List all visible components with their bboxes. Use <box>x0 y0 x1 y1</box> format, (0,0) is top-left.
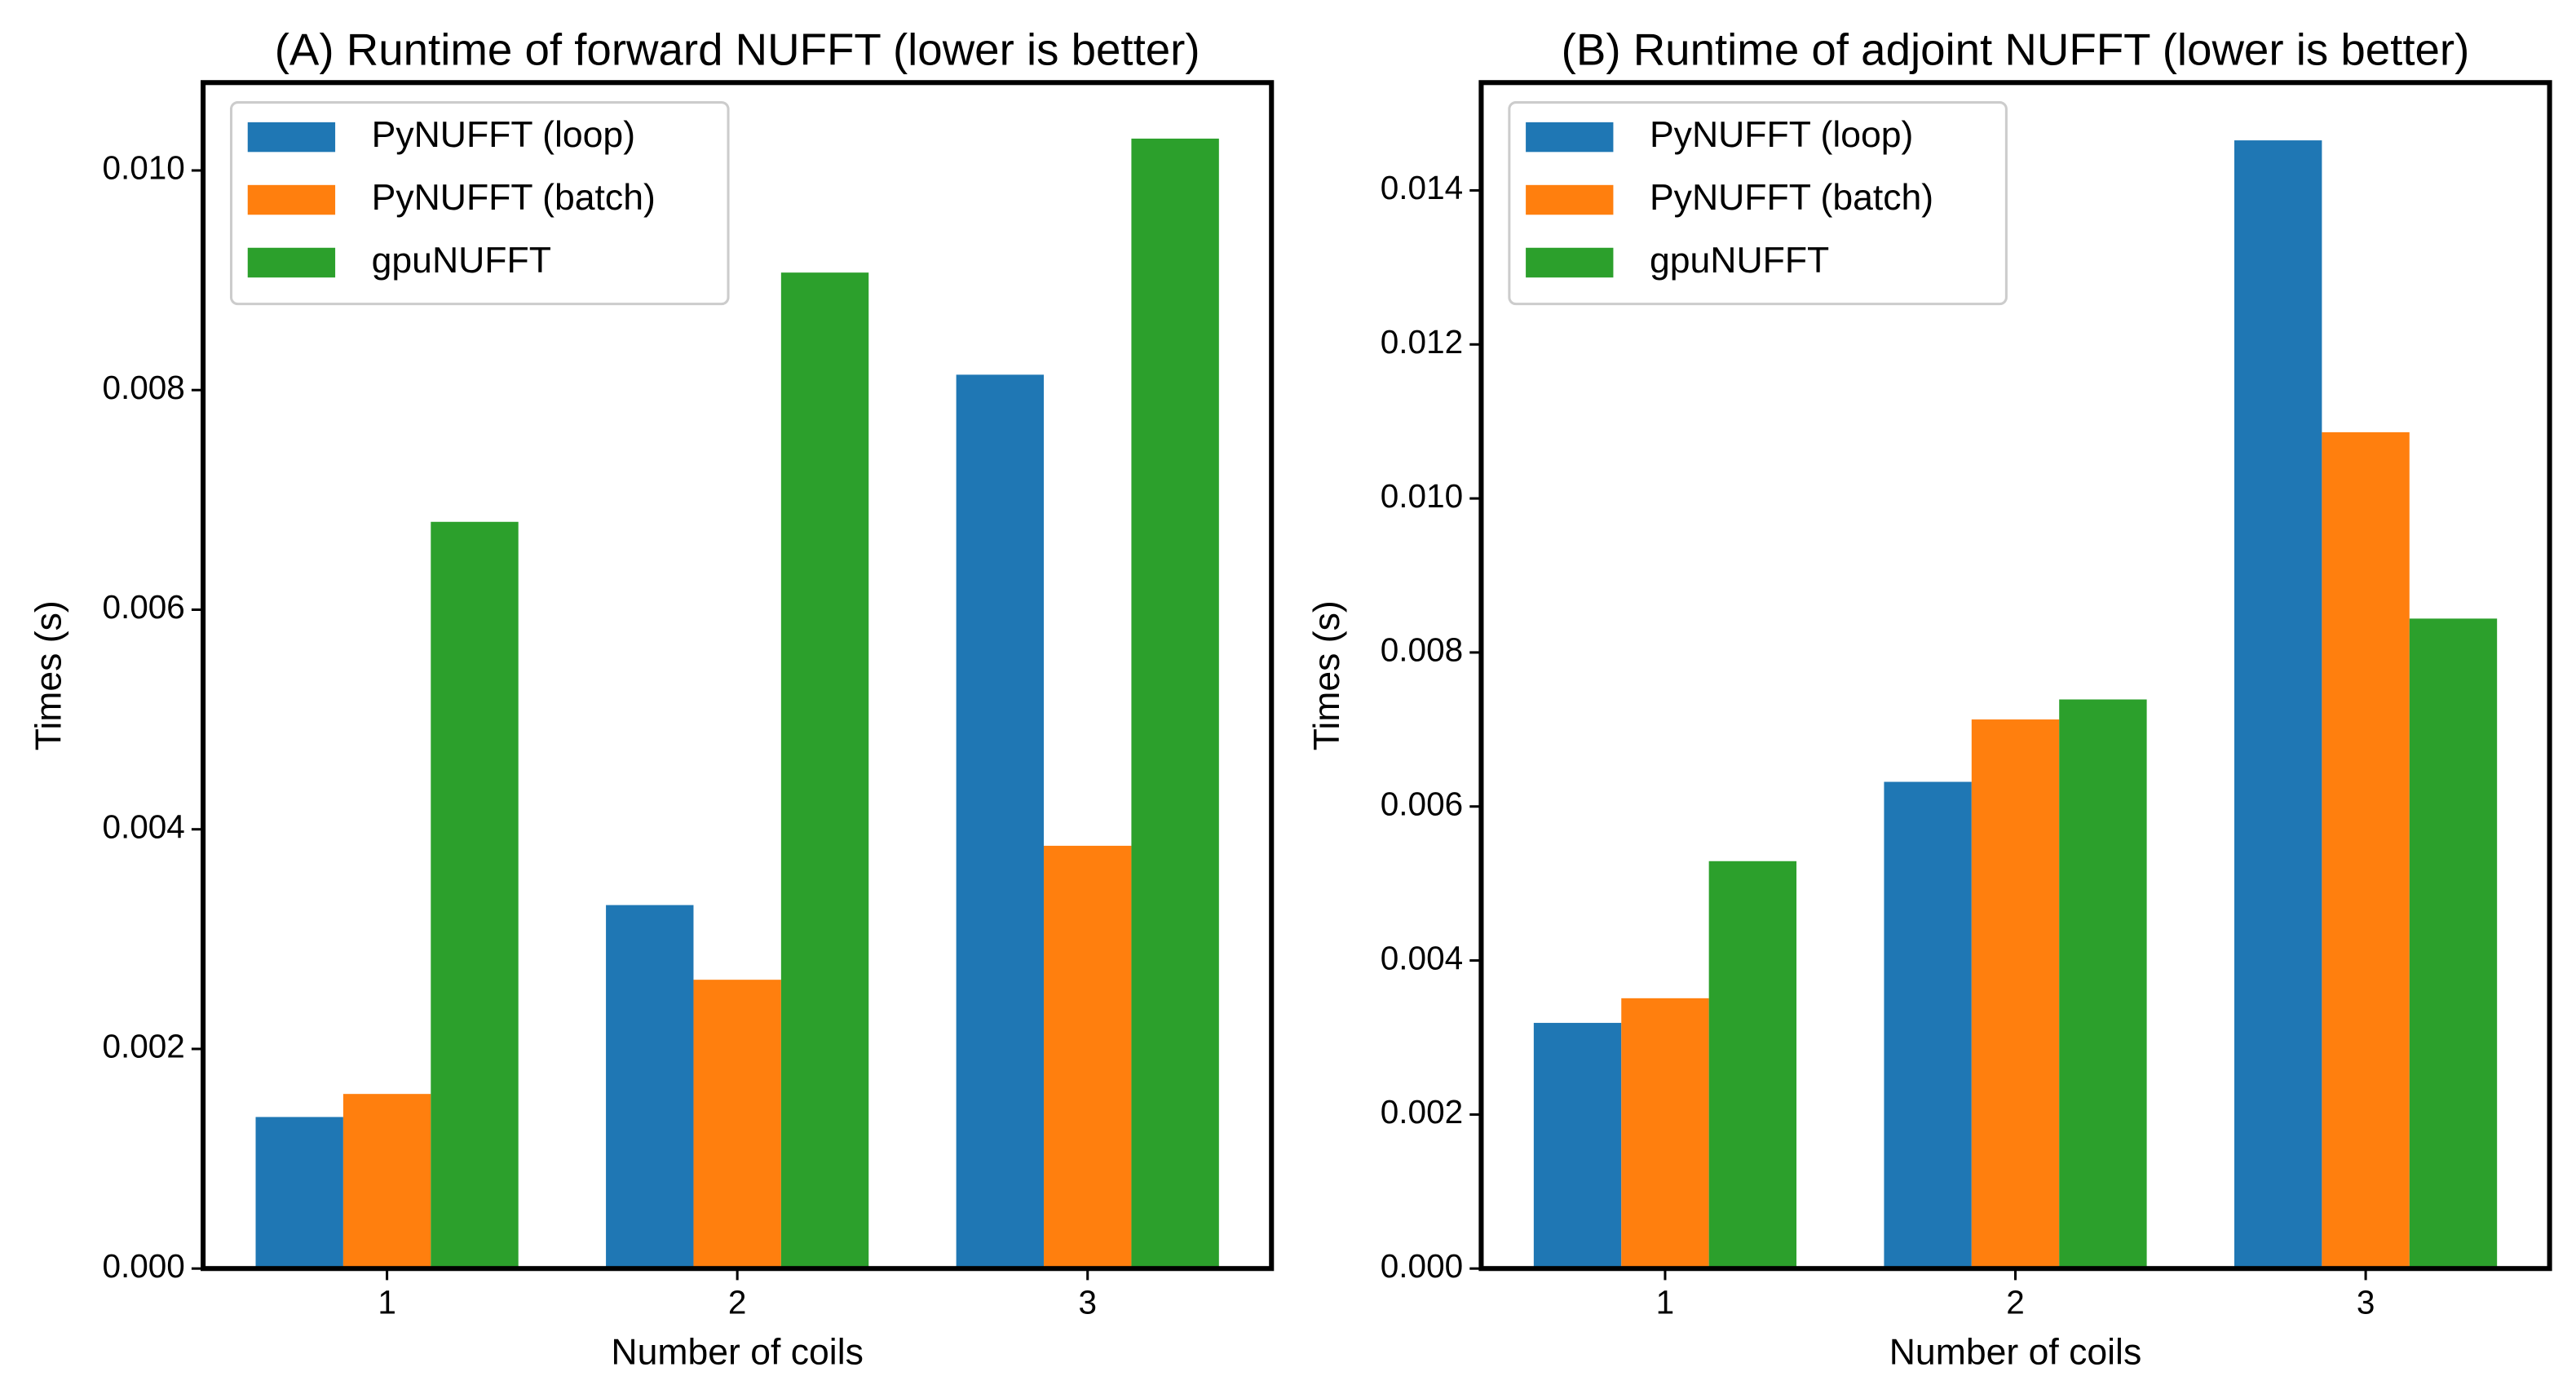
y-tick-label: 0.000 <box>1381 1247 1463 1285</box>
y-tick-label: 0.004 <box>102 808 184 845</box>
y-tick-label: 0.008 <box>102 369 184 406</box>
y-tick-label: 0.012 <box>1381 323 1463 361</box>
legend: PyNUFFT (loop) PyNUFFT (batch) gpuNUFFT <box>229 101 730 306</box>
bar <box>2234 140 2322 1269</box>
legend-swatch <box>247 184 336 215</box>
x-tick-label: 1 <box>1656 1283 1675 1321</box>
bar <box>693 980 781 1269</box>
bar <box>1708 861 1797 1269</box>
bar <box>1621 998 1709 1269</box>
y-tick-label: 0.006 <box>1381 785 1463 822</box>
x-tick-label: 3 <box>1078 1283 1097 1321</box>
y-axis-label: Times (s) <box>1307 600 1347 750</box>
y-tick-label: 0.002 <box>102 1028 184 1065</box>
legend-label: gpuNUFFT <box>1650 241 1829 281</box>
legend-label: gpuNUFFT <box>372 241 551 281</box>
legend-swatch <box>1526 184 1614 215</box>
legend-label: PyNUFFT (batch) <box>372 178 656 218</box>
bar <box>1533 1023 1622 1269</box>
y-tick-label: 0.002 <box>1381 1093 1463 1131</box>
x-tick-label: 2 <box>728 1283 747 1321</box>
x-axis-label: Number of coils <box>611 1332 863 1372</box>
bar <box>1971 719 2060 1269</box>
bar <box>2409 618 2498 1269</box>
chart-title: (A) Runtime of forward NUFFT (lower is b… <box>275 24 1200 74</box>
y-tick-label: 0.014 <box>1381 169 1463 206</box>
y-axis-label: Times (s) <box>29 600 69 750</box>
legend: PyNUFFT (loop) PyNUFFT (batch) gpuNUFFT <box>1508 101 2008 306</box>
legend-label: PyNUFFT (batch) <box>1650 178 1933 218</box>
legend-label: PyNUFFT (loop) <box>1650 115 1913 155</box>
plot-frame <box>201 80 1275 1272</box>
bar <box>1884 781 1972 1269</box>
bar <box>1131 138 1219 1269</box>
legend-swatch <box>1526 247 1614 278</box>
x-axis-label: Number of coils <box>1889 1332 2141 1372</box>
x-tick-label: 2 <box>2006 1283 2025 1321</box>
bar <box>956 374 1045 1269</box>
bar <box>255 1117 343 1269</box>
legend-frame <box>229 101 730 306</box>
x-tick-label: 1 <box>378 1283 396 1321</box>
bar <box>780 272 869 1269</box>
legend-label: PyNUFFT (loop) <box>372 115 635 155</box>
x-tick-label: 3 <box>2357 1283 2375 1321</box>
y-tick-label: 0.004 <box>1381 939 1463 976</box>
y-tick-label: 0.008 <box>1381 631 1463 669</box>
bar <box>342 1094 431 1269</box>
y-tick-label: 0.000 <box>102 1247 184 1285</box>
legend-swatch <box>247 122 336 153</box>
bar <box>1044 845 1132 1269</box>
legend-frame <box>1508 101 2008 306</box>
y-tick-label: 0.006 <box>102 588 184 626</box>
bar <box>2322 431 2410 1269</box>
y-tick-label: 0.010 <box>102 149 184 187</box>
bar <box>431 521 519 1269</box>
plot-frame <box>1478 80 2552 1272</box>
chart-title: (B) Runtime of adjoint NUFFT (lower is b… <box>1562 24 2470 74</box>
y-tick-label: 0.010 <box>1381 477 1463 515</box>
bar <box>606 905 694 1269</box>
legend-swatch <box>1526 122 1614 153</box>
bar <box>2059 699 2147 1269</box>
legend-swatch <box>247 247 336 278</box>
